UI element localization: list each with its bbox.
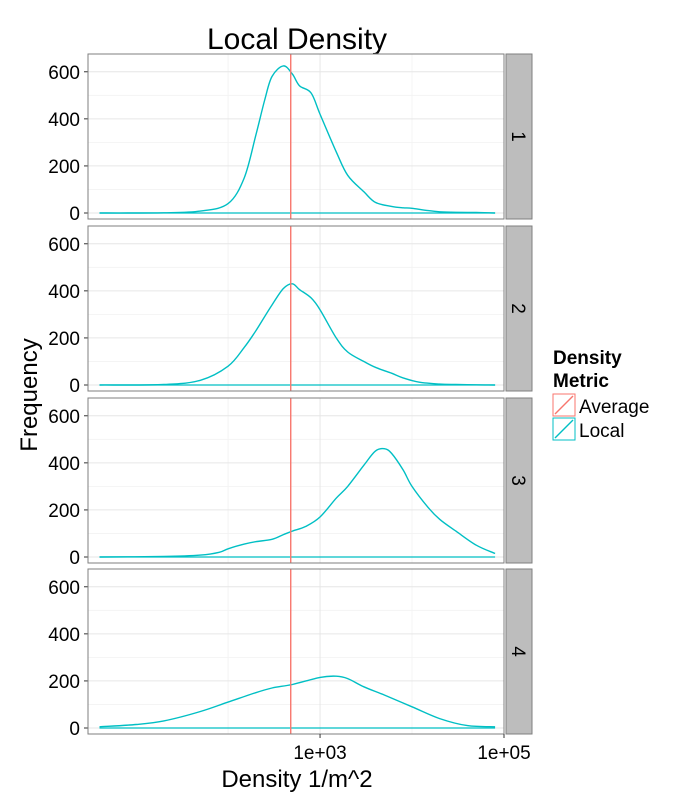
y-tick-label: 400: [48, 454, 80, 475]
y-tick-label: 600: [48, 63, 80, 84]
legend-key-line: [554, 419, 574, 439]
y-tick-label: 400: [48, 625, 80, 646]
y-tick-label: 0: [69, 548, 80, 569]
facet-strip: [505, 225, 533, 392]
facet-strip: [505, 397, 533, 564]
facet-strip: [505, 568, 533, 735]
y-tick-label: 200: [48, 672, 80, 693]
legend-title: Metric: [553, 371, 609, 392]
panel-background: [88, 398, 504, 563]
legend-key-local: [552, 417, 576, 441]
y-tick-label: 400: [48, 110, 80, 131]
y-tick-label: 200: [48, 329, 80, 350]
facet-strip-label: 4: [507, 646, 528, 657]
panel-1: 0 200 400 600 1: [48, 53, 533, 225]
y-tick-label: 0: [69, 204, 80, 225]
legend-title: Density: [553, 348, 622, 369]
y-tick-label: 600: [48, 235, 80, 256]
legend-key-line: [554, 395, 574, 415]
panel-2: 0 200 400 600 2: [48, 225, 533, 397]
panels: 0 200 400 600 1 0 200 400 600 2 0 200 400 600 3 0 200 400…: [48, 53, 533, 740]
y-tick-label: 200: [48, 157, 80, 178]
legend-entry-label: Average: [579, 397, 649, 418]
facet-strip: [505, 53, 533, 220]
panel-4: 0 200 400 600 4: [48, 568, 533, 740]
facet-strip-label: 1: [507, 131, 528, 142]
y-tick-label: 600: [48, 578, 80, 599]
y-tick-label: 200: [48, 501, 80, 522]
x-axis: 1e+03 1e+05: [293, 734, 531, 764]
panel-background: [88, 569, 504, 734]
legend-key-average: [552, 393, 576, 417]
y-tick-label: 600: [48, 407, 80, 428]
y-axis-label: Frequency: [16, 338, 43, 451]
x-tick-label: 1e+05: [477, 743, 530, 764]
y-tick-label: 400: [48, 282, 80, 303]
panel-border: [87, 225, 505, 392]
panel-border: [87, 397, 505, 564]
legend-entry-label: Local: [579, 421, 624, 442]
local-density-curve: [99, 65, 496, 214]
x-tick-label: 1e+03: [293, 743, 346, 764]
local-density-curve: [99, 675, 496, 728]
panel-3: 0 200 400 600 3: [48, 397, 533, 569]
panel-border: [87, 568, 505, 735]
panel-background: [88, 54, 504, 219]
panel-border: [87, 53, 505, 220]
panel-background: [88, 226, 504, 391]
chart-title: Local Density: [207, 23, 387, 56]
local-density-curve: [99, 283, 496, 386]
facet-strip-label: 3: [507, 475, 528, 486]
local-density-curve: [99, 447, 496, 558]
facet-strip-label: 2: [507, 303, 528, 314]
y-tick-label: 0: [69, 376, 80, 397]
x-axis-label: Density 1/m^2: [221, 766, 372, 793]
y-tick-label: 0: [69, 719, 80, 740]
